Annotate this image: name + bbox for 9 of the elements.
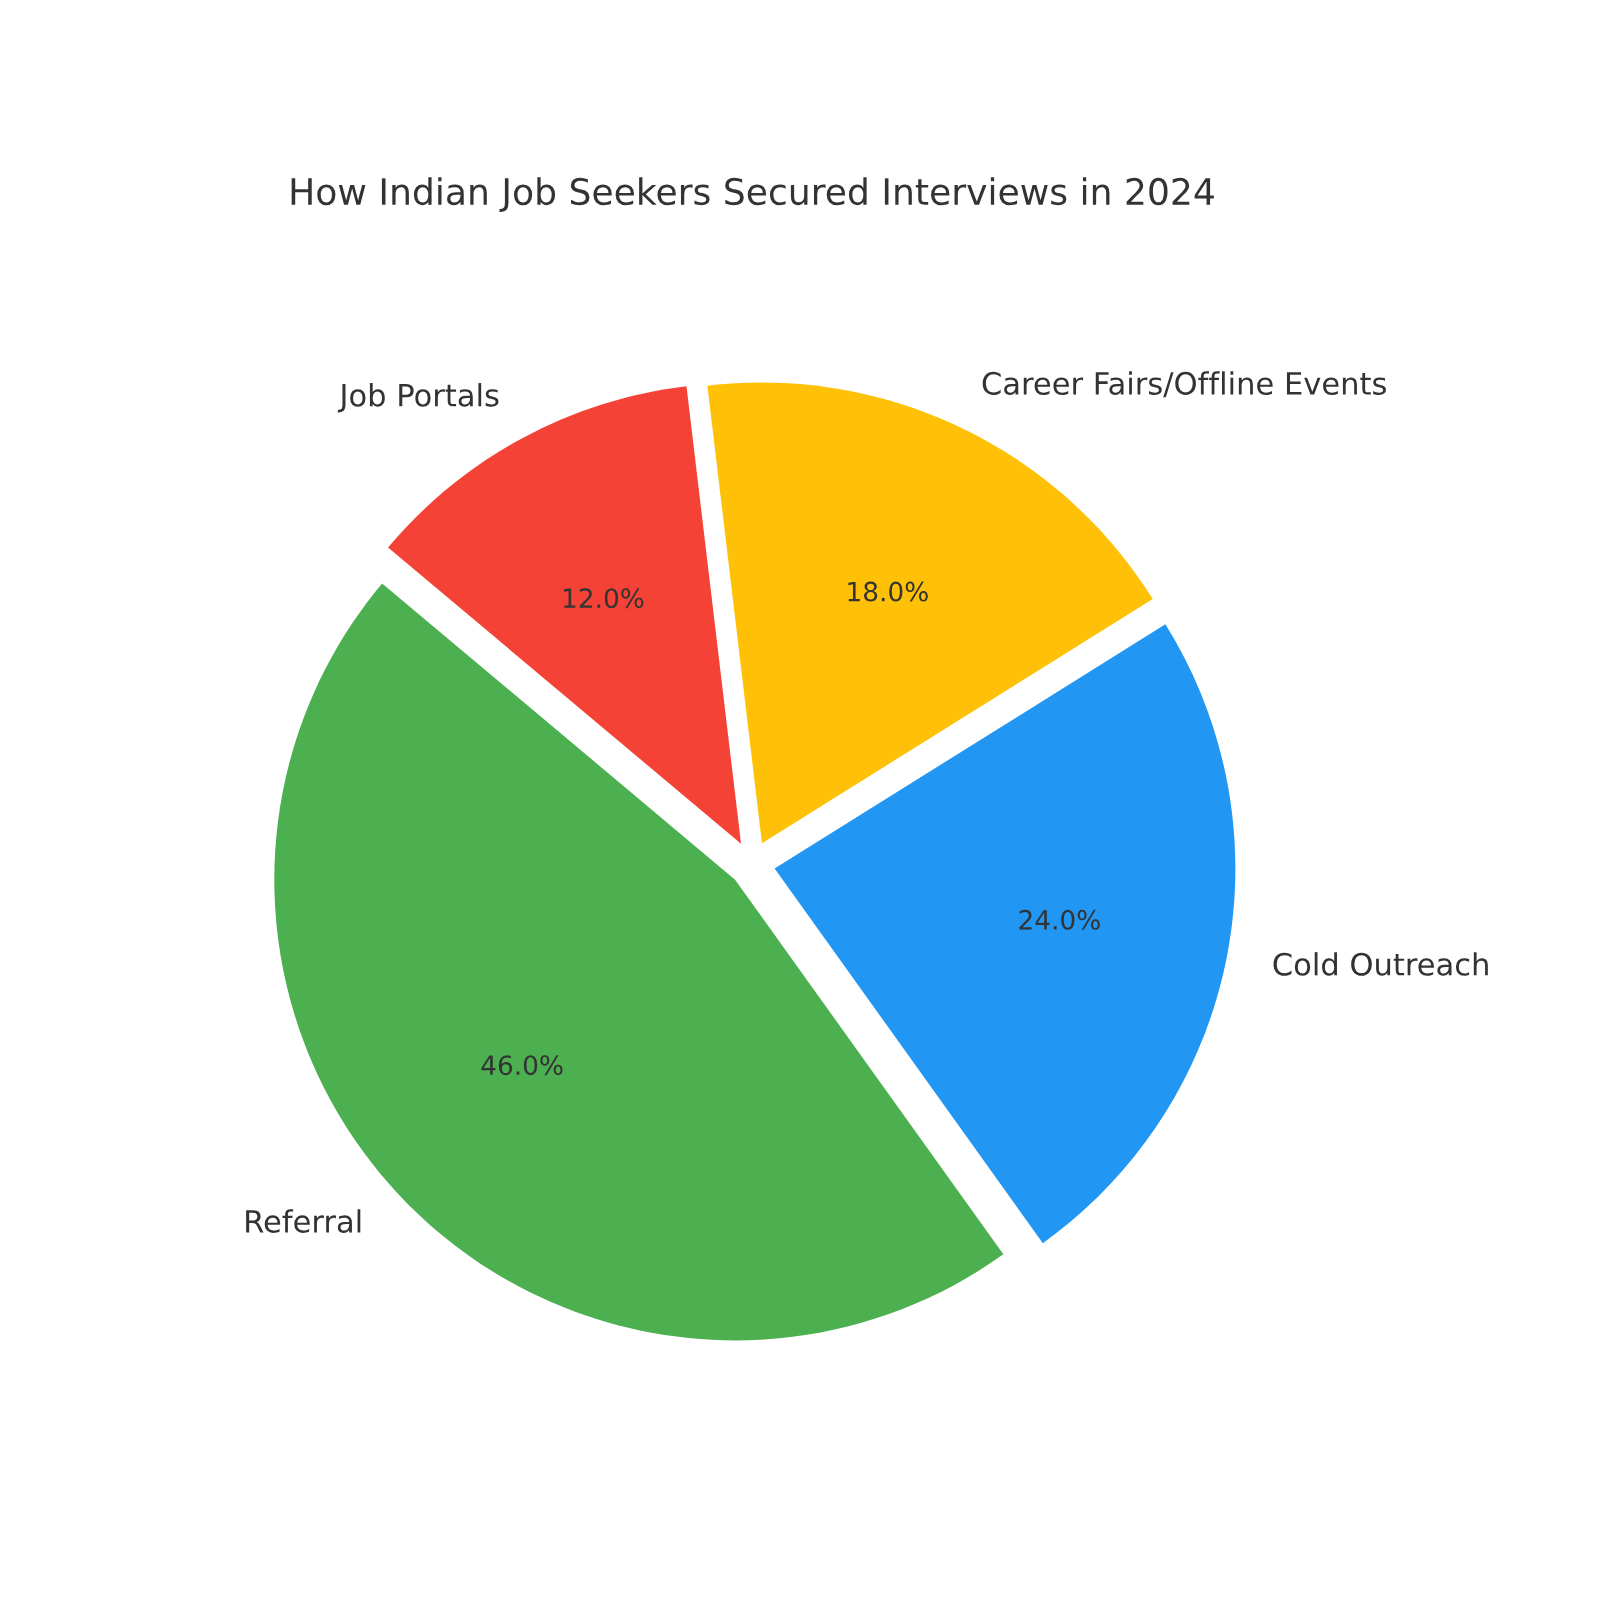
- data-label: 24.0%: [1019, 909, 1100, 930]
- slice-label: Cold Outreach: [1273, 952, 1488, 976]
- slice-label: Referral: [246, 1209, 361, 1233]
- data-label: 18.0%: [848, 581, 928, 602]
- data-label: 12.0%: [563, 588, 644, 609]
- slice-label: Career Fairs/Offline Events: [982, 371, 1386, 398]
- slice-label: Job Portals: [337, 383, 499, 413]
- data-label: 46.0%: [481, 1055, 563, 1076]
- chart-title: How Indian Job Seekers Secured Interviews in 2024: [291, 177, 1214, 212]
